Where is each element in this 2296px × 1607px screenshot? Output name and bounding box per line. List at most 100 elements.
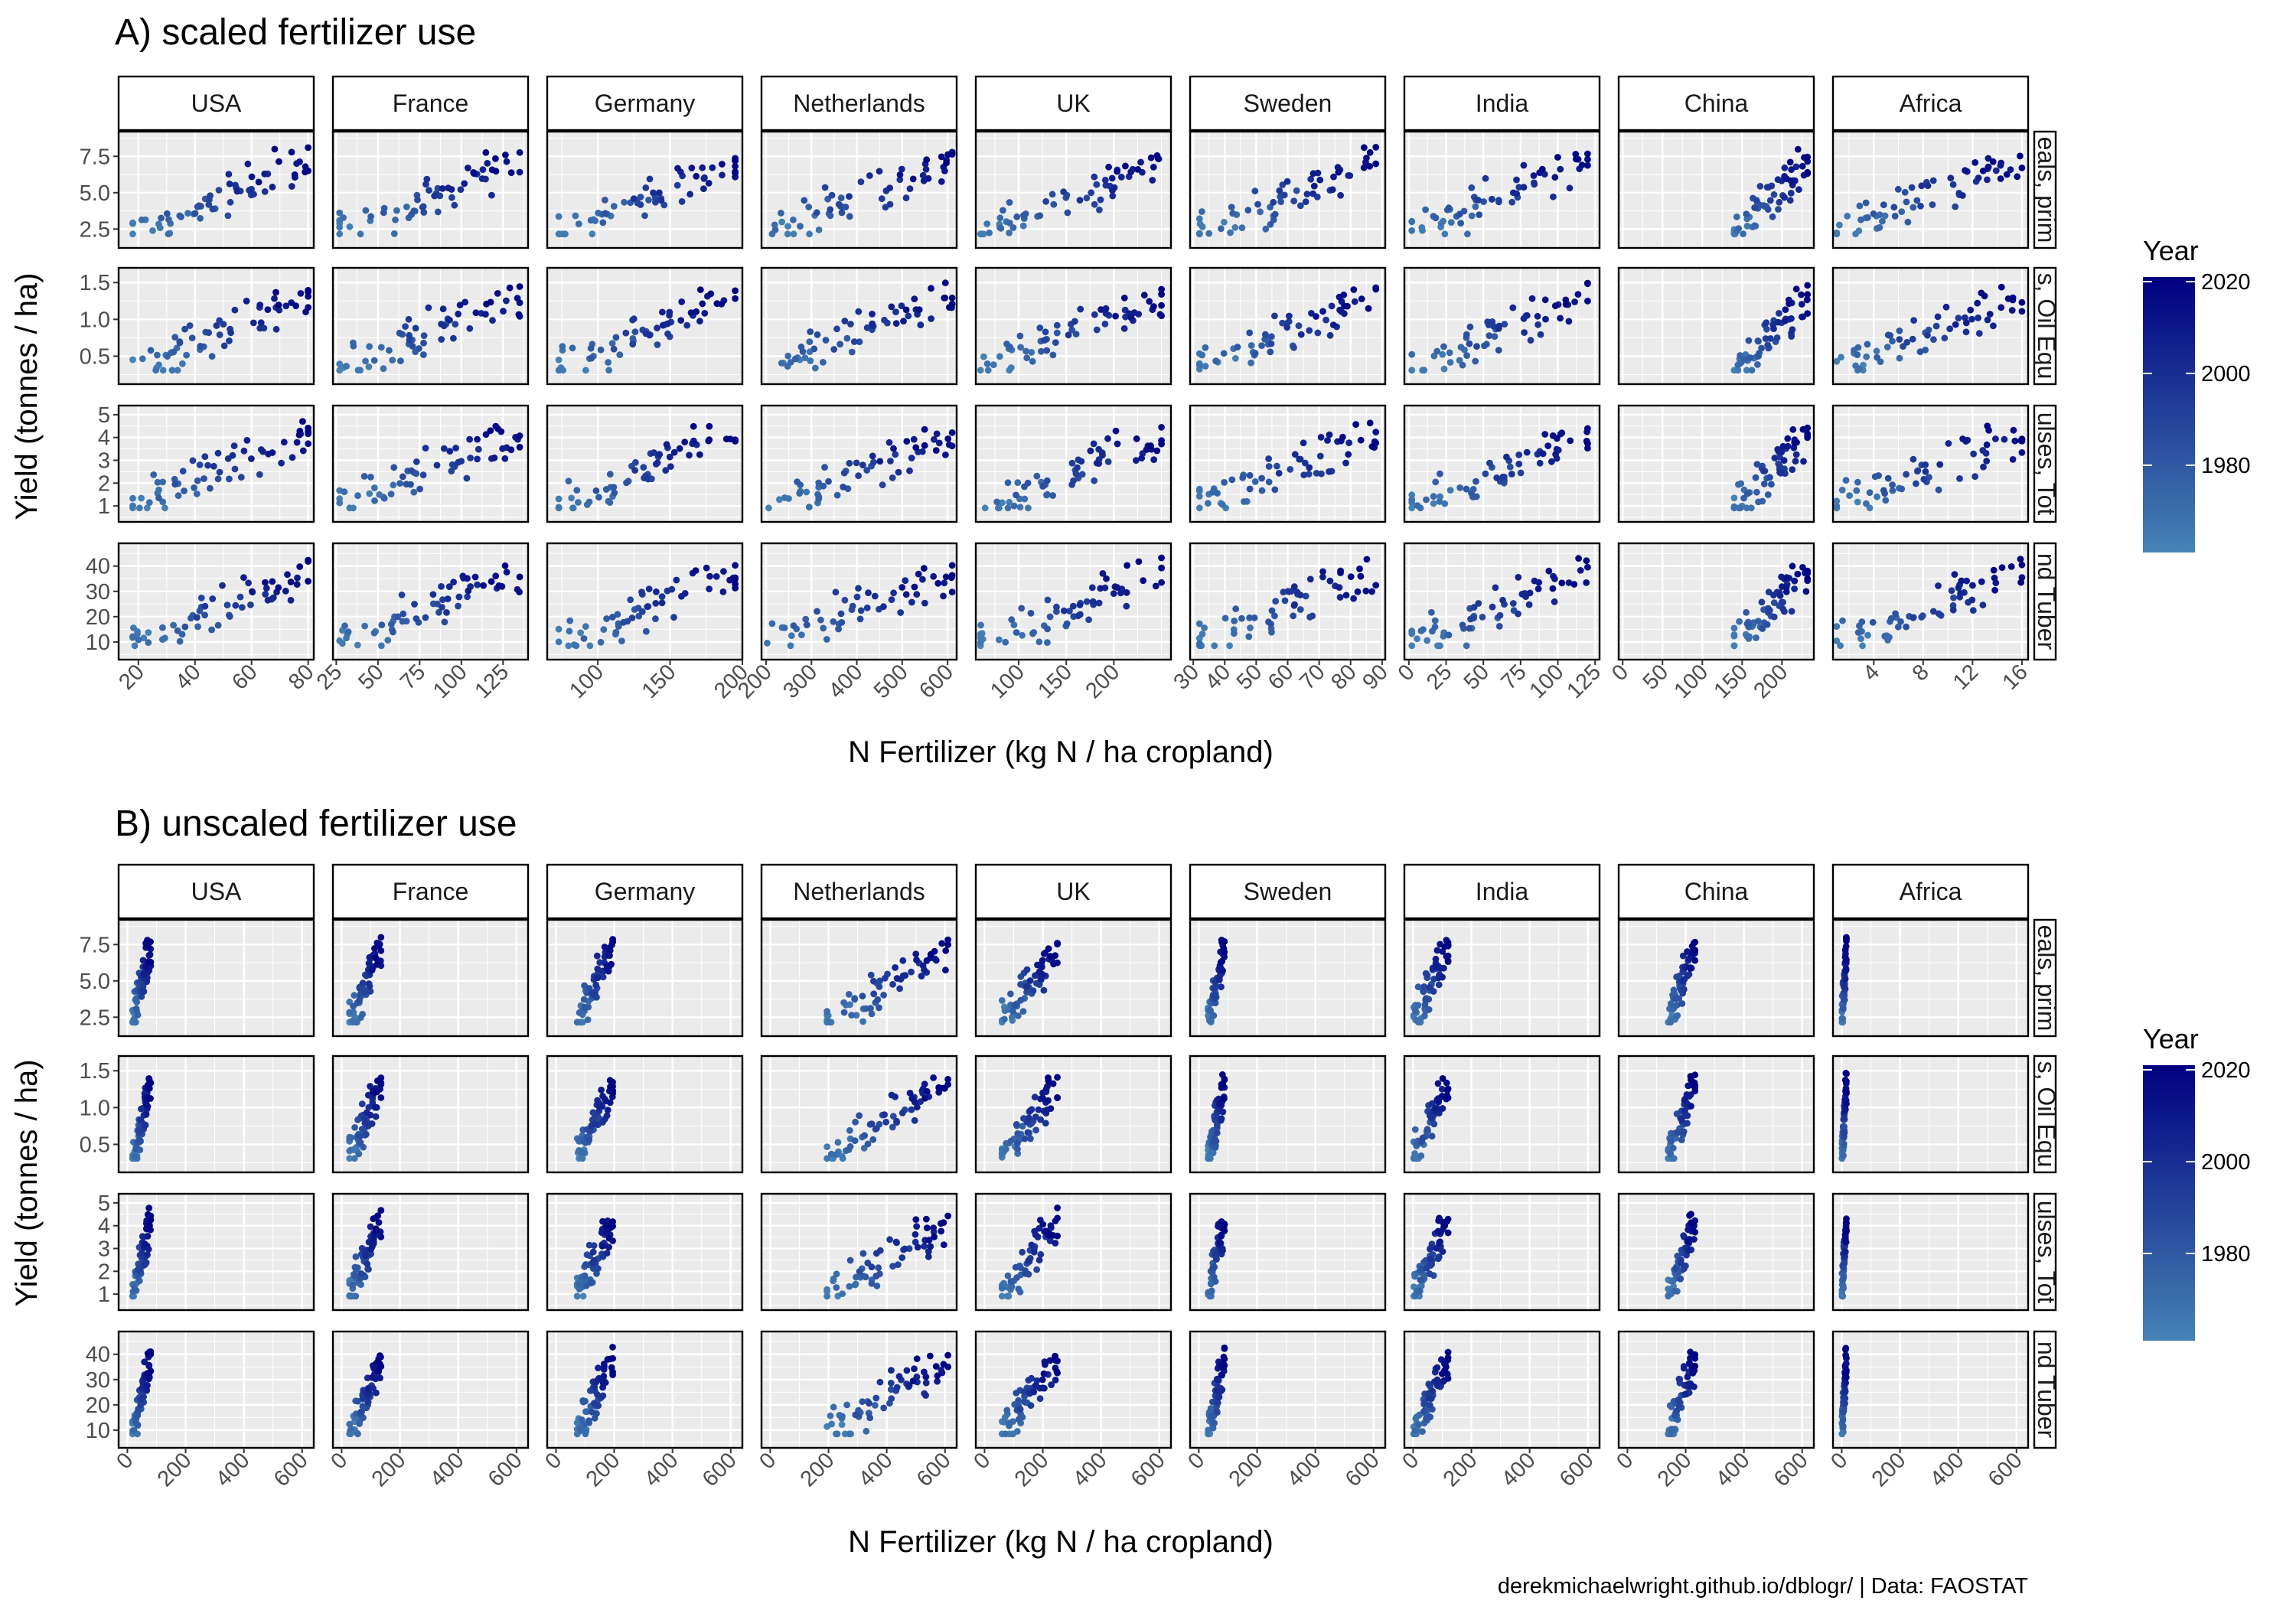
data-point bbox=[488, 578, 495, 585]
data-point bbox=[1425, 1006, 1433, 1013]
data-point bbox=[577, 629, 584, 637]
data-point bbox=[507, 169, 515, 177]
data-point bbox=[413, 458, 420, 465]
data-point bbox=[1804, 291, 1812, 298]
data-point bbox=[184, 210, 191, 217]
data-point bbox=[1201, 624, 1208, 631]
data-point bbox=[1887, 332, 1894, 339]
data-point bbox=[145, 1361, 153, 1369]
data-point bbox=[1428, 1133, 1436, 1140]
data-point bbox=[822, 337, 830, 344]
data-point bbox=[139, 983, 147, 990]
x-tick-label: 600 bbox=[1127, 1448, 1170, 1491]
y-tick-label: 7.5 bbox=[80, 145, 110, 169]
data-point bbox=[129, 502, 136, 510]
data-point bbox=[1293, 187, 1300, 194]
data-point bbox=[2011, 437, 2019, 445]
data-point bbox=[1032, 1381, 1039, 1389]
data-point bbox=[1046, 613, 1054, 621]
data-point bbox=[604, 1107, 612, 1113]
data-point bbox=[503, 158, 510, 165]
data-point bbox=[790, 622, 797, 629]
data-point bbox=[371, 945, 378, 952]
data-point bbox=[1076, 601, 1084, 608]
panel-sweden-row1 bbox=[1189, 130, 1387, 249]
data-point bbox=[1440, 365, 1448, 373]
data-point bbox=[587, 1127, 595, 1135]
data-point bbox=[1356, 566, 1363, 572]
data-point bbox=[913, 1223, 921, 1230]
data-point bbox=[1672, 1264, 1679, 1272]
data-point bbox=[701, 174, 708, 181]
data-point bbox=[895, 1373, 903, 1380]
data-point bbox=[1467, 615, 1474, 623]
panel-uk-row1 bbox=[974, 130, 1172, 249]
strip-sweden: Sweden bbox=[1189, 863, 1387, 920]
x-tick-label: 20 bbox=[114, 660, 148, 694]
row-strip-label: nd Tuber bbox=[2033, 1341, 2060, 1439]
data-point bbox=[1020, 1398, 1028, 1406]
data-point bbox=[171, 475, 178, 483]
data-point bbox=[1219, 1108, 1227, 1116]
x-tick-label: 600 bbox=[269, 1448, 313, 1491]
panel-africa-row4 bbox=[1831, 1330, 2030, 1449]
data-point bbox=[1234, 344, 1241, 350]
data-point bbox=[925, 1248, 932, 1255]
data-point bbox=[1841, 1077, 1849, 1084]
data-point bbox=[872, 1402, 879, 1409]
data-point bbox=[1202, 344, 1209, 351]
data-point bbox=[136, 1136, 143, 1143]
data-point bbox=[420, 332, 428, 339]
data-point bbox=[592, 1120, 599, 1127]
data-point bbox=[1206, 1006, 1214, 1013]
data-point bbox=[687, 309, 695, 317]
data-point bbox=[450, 334, 457, 342]
data-point bbox=[1342, 459, 1349, 467]
data-point bbox=[419, 471, 427, 479]
data-point bbox=[914, 1244, 921, 1251]
data-point bbox=[1901, 188, 1909, 196]
data-point bbox=[1138, 455, 1146, 462]
data-point bbox=[1211, 1135, 1218, 1143]
data-point bbox=[1014, 1129, 1022, 1137]
data-point bbox=[1909, 335, 1916, 343]
data-point bbox=[1021, 495, 1029, 503]
data-point bbox=[1513, 190, 1520, 197]
data-point bbox=[377, 1074, 385, 1081]
data-point bbox=[269, 578, 276, 585]
data-point bbox=[837, 194, 845, 202]
x-tick-label: 150 bbox=[1709, 660, 1753, 703]
data-point bbox=[919, 575, 926, 583]
data-point bbox=[1544, 442, 1552, 449]
data-point bbox=[605, 367, 612, 374]
data-point bbox=[913, 957, 920, 963]
data-point bbox=[1322, 316, 1329, 324]
data-point bbox=[1910, 317, 1918, 324]
panel-africa-row2 bbox=[1831, 1054, 2030, 1174]
data-point bbox=[1024, 479, 1032, 487]
panel-a-title: A) scaled fertilizer use bbox=[115, 12, 476, 53]
x-tick-label: 0 bbox=[1397, 1448, 1424, 1474]
data-point bbox=[595, 1265, 602, 1272]
data-point bbox=[1419, 227, 1426, 234]
data-point bbox=[606, 499, 614, 506]
data-point bbox=[1013, 1274, 1021, 1281]
data-point bbox=[439, 604, 445, 611]
data-point bbox=[1108, 174, 1116, 182]
data-point bbox=[443, 609, 450, 616]
y-tick-label: 0.5 bbox=[80, 1133, 110, 1157]
data-point bbox=[1350, 286, 1358, 293]
data-point bbox=[1127, 168, 1135, 176]
data-point bbox=[1880, 487, 1887, 494]
data-point bbox=[1303, 191, 1311, 197]
data-point bbox=[1675, 1128, 1681, 1136]
data-point bbox=[1441, 230, 1449, 238]
data-point bbox=[1955, 315, 1962, 321]
data-point bbox=[1473, 478, 1479, 485]
data-point bbox=[1285, 318, 1293, 325]
data-point bbox=[932, 1363, 940, 1370]
data-point bbox=[492, 422, 500, 430]
data-point bbox=[1268, 628, 1275, 636]
data-point bbox=[1437, 1228, 1444, 1236]
data-point bbox=[555, 356, 563, 363]
